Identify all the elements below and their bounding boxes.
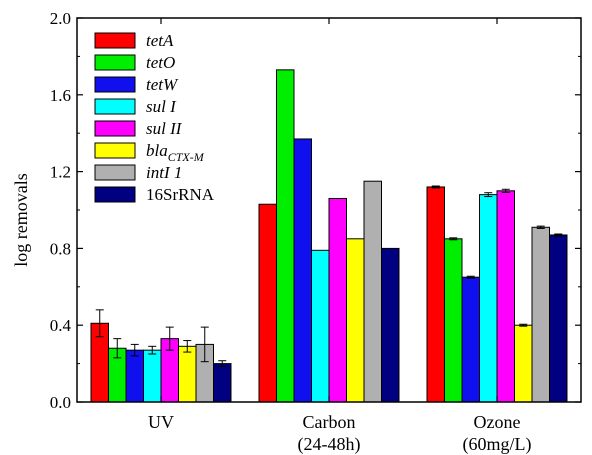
error-bar-intI1-2: [536, 225, 545, 229]
legend-label: blaCTX-M: [146, 141, 205, 164]
legend-swatch: [94, 164, 136, 181]
bar-tetW-0: [125, 349, 144, 403]
error-bar-sulI-2: [484, 192, 493, 198]
bar-sulI-0: [143, 349, 162, 403]
y-tick-label: 0.8: [50, 239, 71, 258]
bar-tetW-2: [461, 276, 480, 403]
error-bar-tetO-2: [449, 237, 458, 241]
error-bar-tetW-2: [466, 275, 475, 279]
error-bar-tetO-0: [113, 338, 122, 359]
bar-16SrRNA-0: [213, 363, 232, 403]
bar-16SrRNA-1: [381, 247, 400, 403]
legend-swatch: [94, 186, 136, 203]
bar-bla-0: [178, 345, 197, 403]
legend-item-sulII: sul II: [94, 119, 183, 138]
y-tick-label: 1.6: [50, 86, 71, 105]
legend-label: intI 1: [146, 163, 182, 182]
bar-tetO-1: [276, 69, 295, 403]
axes-group: 0.0 0.4 0.8 1.2 1.6 2.0 UV Carbon(24-48h) Ozone(…: [50, 9, 582, 455]
x-category-sublabel: (24-48h): [298, 434, 361, 455]
y-tick-label: 0.0: [50, 393, 71, 412]
x-category-sublabel: (60mg/L): [463, 434, 532, 455]
legend-item-tetA: tetA: [94, 31, 174, 50]
y-tick-label: 0.4: [50, 316, 72, 335]
bar-bla-1: [346, 238, 365, 403]
legend-item-tetW: tetW: [94, 75, 179, 94]
x-category-label: Ozone: [474, 412, 521, 432]
legend-swatch: [94, 142, 136, 159]
error-bar-16SrRNA-2: [554, 233, 563, 237]
legend-label: sul II: [146, 119, 183, 138]
bar-16SrRNA-2: [549, 234, 568, 403]
legend-label: 16SrRNA: [146, 185, 215, 204]
error-bar-tetA-2: [431, 185, 440, 189]
bar-sulI-2: [479, 194, 498, 403]
x-category-label: UV: [148, 412, 174, 432]
bar-sulII-1: [328, 197, 347, 403]
legend-item-intI1: intI 1: [94, 163, 182, 182]
legend-item-16SrRNA: 16SrRNA: [94, 185, 215, 204]
bar-bla-2: [514, 324, 533, 403]
legend-item-bla: blaCTX-M: [94, 141, 205, 164]
legend-swatch: [94, 76, 136, 93]
bar-intI1-2: [531, 226, 550, 403]
legend-swatch: [94, 54, 136, 71]
legend-label: tetW: [146, 75, 179, 94]
bar-tetA-2: [426, 186, 445, 403]
y-tick-label: 2.0: [50, 9, 71, 28]
legend-label: tetO: [146, 53, 175, 72]
error-bar-sulI-0: [148, 345, 157, 355]
error-bar-bla-0: [183, 340, 192, 353]
error-bar-tetW-0: [130, 343, 139, 357]
legend-item-sulI: sul I: [94, 97, 177, 116]
legend-item-tetO: tetO: [94, 53, 175, 72]
legend-label: tetA: [146, 31, 174, 50]
x-category-label: Carbon: [303, 412, 356, 432]
error-bar-bla-2: [519, 323, 528, 327]
error-bar-tetA-0: [95, 309, 104, 338]
error-bar-sulII-0: [165, 326, 174, 351]
bar-tetA-1: [258, 203, 277, 403]
y-tick-label: 1.2: [50, 163, 71, 182]
y-axis-label: log removals: [11, 173, 31, 266]
bar-sulII-2: [496, 190, 515, 403]
error-bar-sulII-2: [501, 188, 510, 193]
error-bar-intI1-0: [200, 326, 209, 363]
legend-swatch: [94, 98, 136, 115]
legend-swatch: [94, 32, 136, 49]
legend-label: sul I: [146, 97, 177, 116]
bar-tetW-1: [293, 138, 312, 403]
bar-tetO-2: [444, 238, 463, 403]
legend-swatch: [94, 120, 136, 137]
error-bar-16SrRNA-0: [218, 360, 227, 367]
bar-intI1-1: [363, 180, 382, 403]
bar-sulI-1: [311, 249, 330, 403]
